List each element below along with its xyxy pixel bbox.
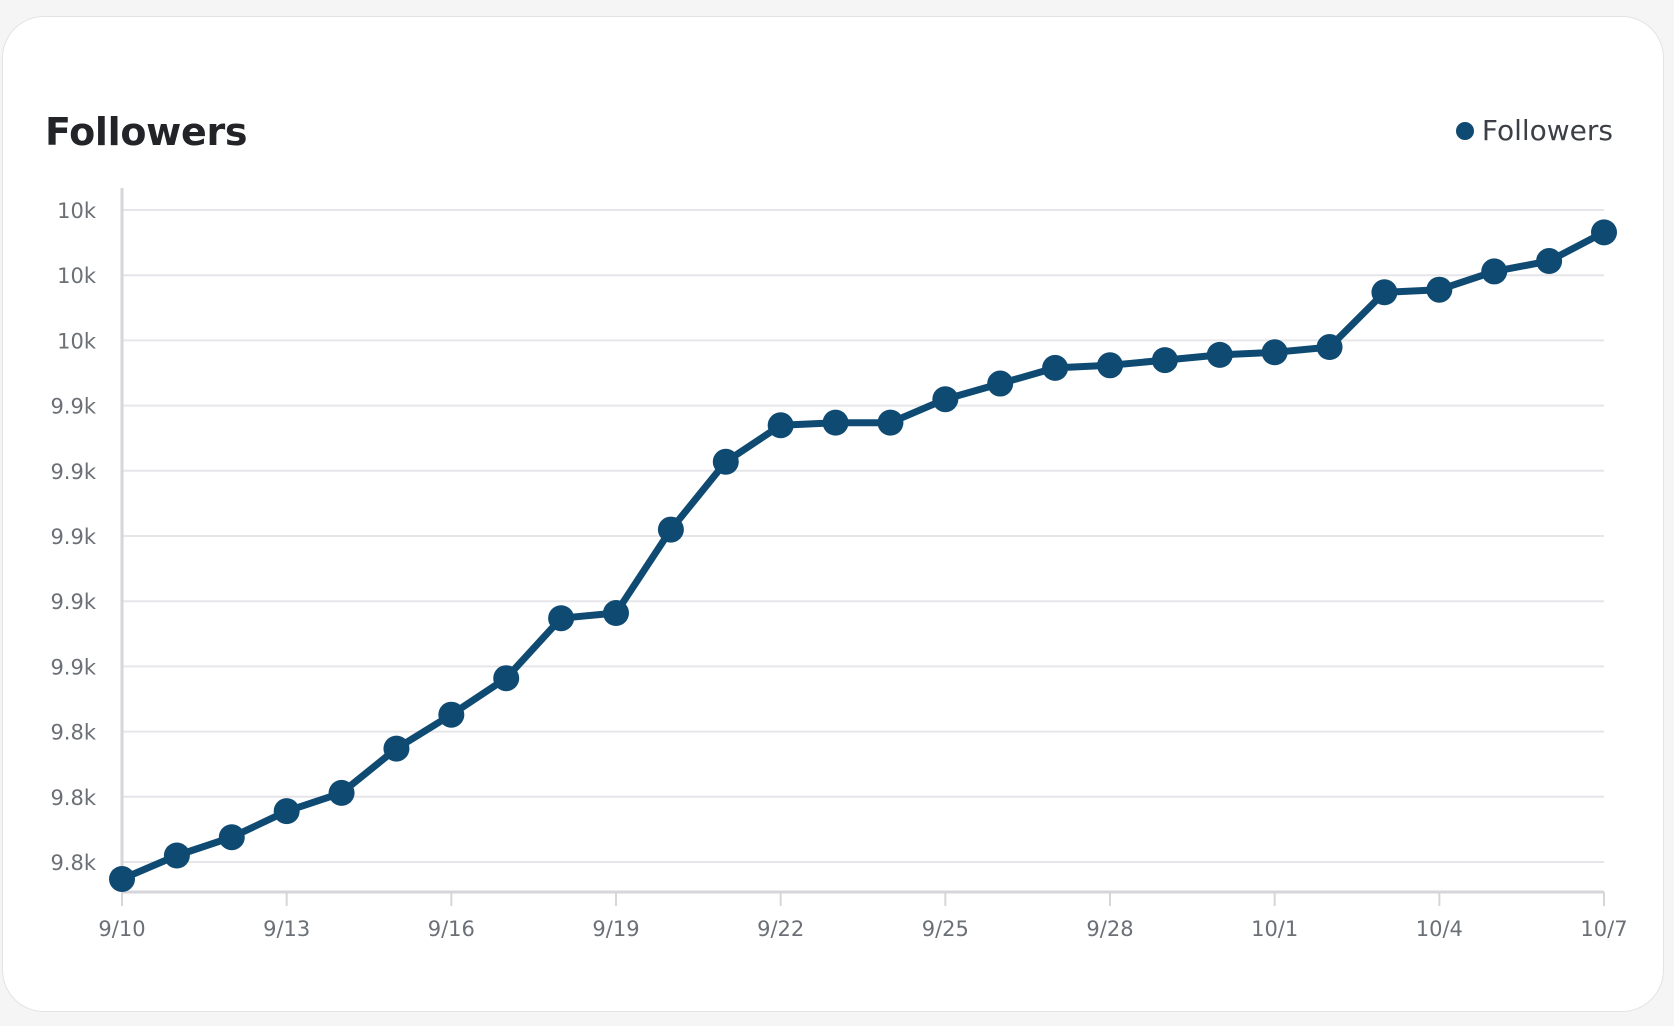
axes <box>120 188 1605 906</box>
data-point[interactable] <box>712 448 739 475</box>
legend-marker-icon <box>1455 122 1474 140</box>
data-point[interactable] <box>877 409 904 436</box>
y-tick-label: 9.9k <box>50 655 96 679</box>
x-tick-label: 9/16 <box>428 917 475 941</box>
y-tick-labels: 9.8k 9.8k 9.8k 9.9k 9.9k 9.9k 9.9k 9.9k 10k 10k 10… <box>50 199 96 875</box>
series-followers <box>109 219 1617 892</box>
y-tick-label: 9.9k <box>50 460 96 484</box>
data-point[interactable] <box>603 600 629 627</box>
data-point[interactable] <box>1206 341 1233 368</box>
legend-label: Followers <box>1481 114 1613 147</box>
data-point[interactable] <box>218 824 245 851</box>
data-point[interactable] <box>1097 352 1123 379</box>
data-point[interactable] <box>1426 276 1453 303</box>
x-tick-label: 10/1 <box>1251 917 1298 941</box>
x-tick-label: 10/7 <box>1580 917 1627 941</box>
data-point[interactable] <box>1261 339 1288 366</box>
legend[interactable]: Followers <box>1455 113 1613 149</box>
x-tick-label: 9/13 <box>263 917 310 941</box>
data-point[interactable] <box>383 735 410 762</box>
x-tick-label: 9/10 <box>98 917 145 941</box>
y-tick-label: 9.9k <box>50 590 96 614</box>
data-point[interactable] <box>987 370 1014 397</box>
y-tick-label: 10k <box>57 264 97 288</box>
data-point[interactable] <box>657 516 684 543</box>
y-tick-label: 9.9k <box>50 525 96 549</box>
x-tick-label: 9/22 <box>757 917 804 941</box>
y-tick-label: 10k <box>57 199 97 223</box>
y-tick-label: 9.8k <box>50 851 96 875</box>
data-point[interactable] <box>548 605 575 632</box>
x-tick-label: 9/19 <box>592 917 639 941</box>
y-tick-label: 10k <box>57 329 97 353</box>
y-tick-label: 9.8k <box>50 721 96 745</box>
y-tick-label: 9.8k <box>50 786 96 810</box>
data-point[interactable] <box>822 409 849 436</box>
chart-card: Followers Followers <box>2 16 1664 1012</box>
grid-lines <box>122 209 1604 863</box>
data-point[interactable] <box>1536 248 1563 275</box>
data-point[interactable] <box>163 842 190 869</box>
data-point[interactable] <box>767 412 794 439</box>
x-tick-label: 9/25 <box>922 917 969 941</box>
data-point[interactable] <box>493 665 520 692</box>
data-point[interactable] <box>273 798 300 825</box>
data-point[interactable] <box>1151 347 1178 374</box>
data-point[interactable] <box>1042 354 1069 381</box>
chart-title: Followers <box>45 110 248 154</box>
data-point[interactable] <box>328 779 355 806</box>
y-tick-label: 9.9k <box>50 395 96 419</box>
x-tick-labels: 9/10 9/13 9/16 9/19 9/22 9/25 9/28 10/1 10/4 10/7 <box>98 917 1627 941</box>
data-point[interactable] <box>109 865 135 892</box>
data-point[interactable] <box>1316 334 1343 361</box>
data-point[interactable] <box>1371 279 1398 306</box>
data-point[interactable] <box>1481 258 1508 285</box>
data-point[interactable] <box>932 386 959 413</box>
data-point[interactable] <box>438 701 465 728</box>
series-line <box>118 228 1608 883</box>
data-point[interactable] <box>1591 219 1617 246</box>
x-tick-label: 10/4 <box>1416 917 1463 941</box>
x-tick-label: 9/28 <box>1086 917 1133 941</box>
